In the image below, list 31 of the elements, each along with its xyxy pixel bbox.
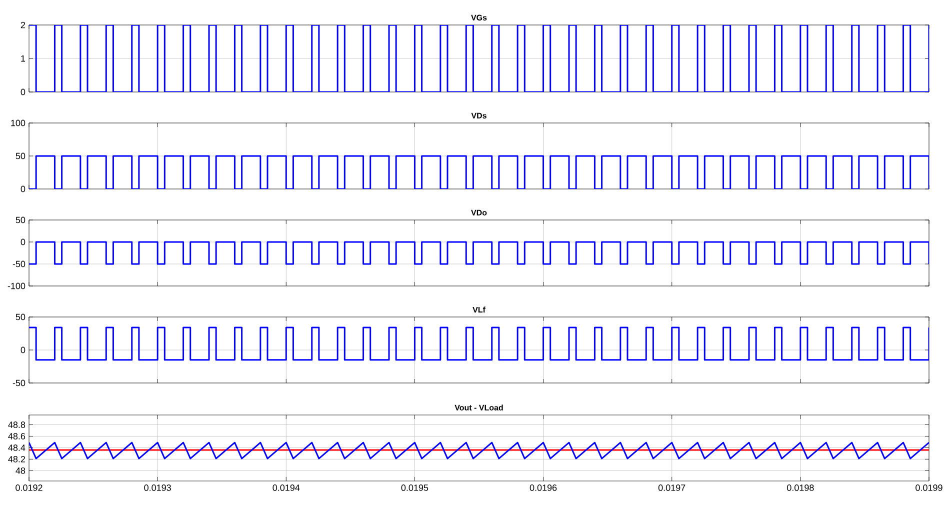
y-tick-label: 48.8 [8,422,26,428]
y-tick-label: 2 [20,22,26,28]
y-tick-label: -50 [12,260,26,268]
chart-title: Vout - VLoad [454,404,503,410]
x-tick-label: 0.0192 [16,484,42,491]
y-tick-label: -100 [8,282,26,290]
x-tick-label: 0.0194 [272,484,300,491]
y-tick-label: 48.6 [8,433,26,440]
x-tick-label: 0.0198 [787,484,814,491]
chart-title: VLf [472,306,486,312]
x-tick-label: 0.0199 [916,484,942,491]
y-tick-label: 100 [11,120,26,126]
y-tick-label: -50 [12,380,26,386]
y-tick-label: 1 [21,55,26,62]
y-tick-label: 50 [16,216,26,224]
chart-title: VDs [471,112,486,118]
y-tick-label: 50 [16,314,26,320]
y-tick-label: 50 [16,152,26,160]
y-tick-label: 48.2 [8,456,26,462]
y-tick-label: 0 [20,88,26,96]
y-tick-label: 0 [20,238,26,246]
y-tick-label: 0 [20,346,26,354]
x-tick-label: 0.0197 [658,484,686,491]
x-tick-label: 0.0193 [144,484,171,491]
x-tick-label: 0.0195 [401,484,428,491]
y-tick-label: 48.4 [8,444,26,451]
y-tick-label: 48 [16,467,26,474]
chart-title: VDo [471,210,487,216]
y-tick-label: 0 [20,186,26,192]
chart-title: VGs [471,14,487,20]
x-tick-label: 0.0196 [530,484,557,491]
